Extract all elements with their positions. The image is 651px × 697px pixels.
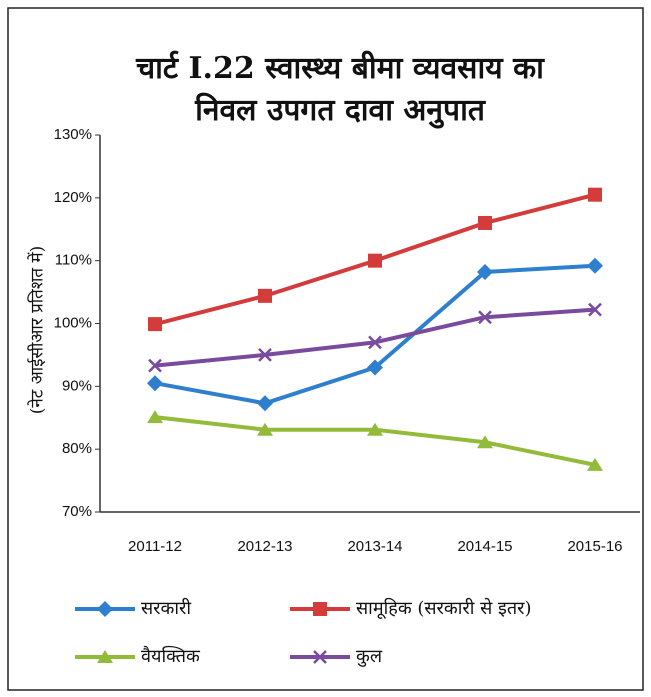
point bbox=[147, 410, 163, 424]
point bbox=[367, 422, 383, 436]
point bbox=[367, 359, 383, 376]
x-tick-label: 2011-12 bbox=[128, 538, 182, 555]
y-tick-label: 80% bbox=[62, 440, 92, 457]
point bbox=[587, 457, 603, 471]
point bbox=[477, 435, 493, 449]
y-tick-label: 130% bbox=[54, 126, 92, 143]
legend-label: वैयक्तिक bbox=[141, 645, 201, 667]
x-tick-label: 2013-14 bbox=[347, 538, 402, 555]
point bbox=[587, 257, 603, 274]
point bbox=[257, 395, 273, 412]
legend-marker bbox=[313, 650, 327, 664]
point bbox=[588, 187, 602, 202]
y-tick-label: 90% bbox=[62, 377, 92, 394]
point bbox=[147, 375, 163, 392]
legend-label: कुल bbox=[356, 646, 383, 667]
point bbox=[258, 288, 272, 303]
chart-title: निवल उपगत दावा अनुपात bbox=[194, 92, 487, 129]
point bbox=[148, 317, 162, 332]
point bbox=[368, 253, 382, 268]
point bbox=[477, 263, 493, 280]
y-tick-label: 120% bbox=[54, 189, 92, 206]
legend-marker bbox=[97, 650, 113, 663]
y-axis-label: (नेट आईसीआर प्रतिशत में) bbox=[27, 246, 48, 415]
legend-marker bbox=[313, 602, 327, 616]
chart-title: चार्ट I.22 स्वास्थ्य बीमा व्यवसाय का bbox=[135, 50, 545, 86]
legend-label: सरकारी bbox=[141, 597, 191, 619]
x-tick-label: 2014-15 bbox=[457, 538, 512, 555]
x-tick-label: 2012-13 bbox=[237, 538, 292, 555]
point bbox=[148, 358, 162, 373]
y-tick-label: 70% bbox=[62, 503, 92, 520]
point bbox=[478, 310, 492, 325]
y-tick-label: 110% bbox=[55, 252, 92, 269]
point bbox=[258, 348, 272, 362]
point bbox=[257, 422, 273, 436]
point bbox=[588, 302, 602, 317]
legend-marker bbox=[97, 601, 113, 617]
point bbox=[368, 335, 382, 350]
y-tick-label: 100% bbox=[54, 314, 92, 331]
x-tick-label: 2015-16 bbox=[567, 538, 622, 555]
legend-label: सामूहिक (सरकारी से इतर) bbox=[356, 597, 532, 619]
point bbox=[478, 215, 492, 230]
